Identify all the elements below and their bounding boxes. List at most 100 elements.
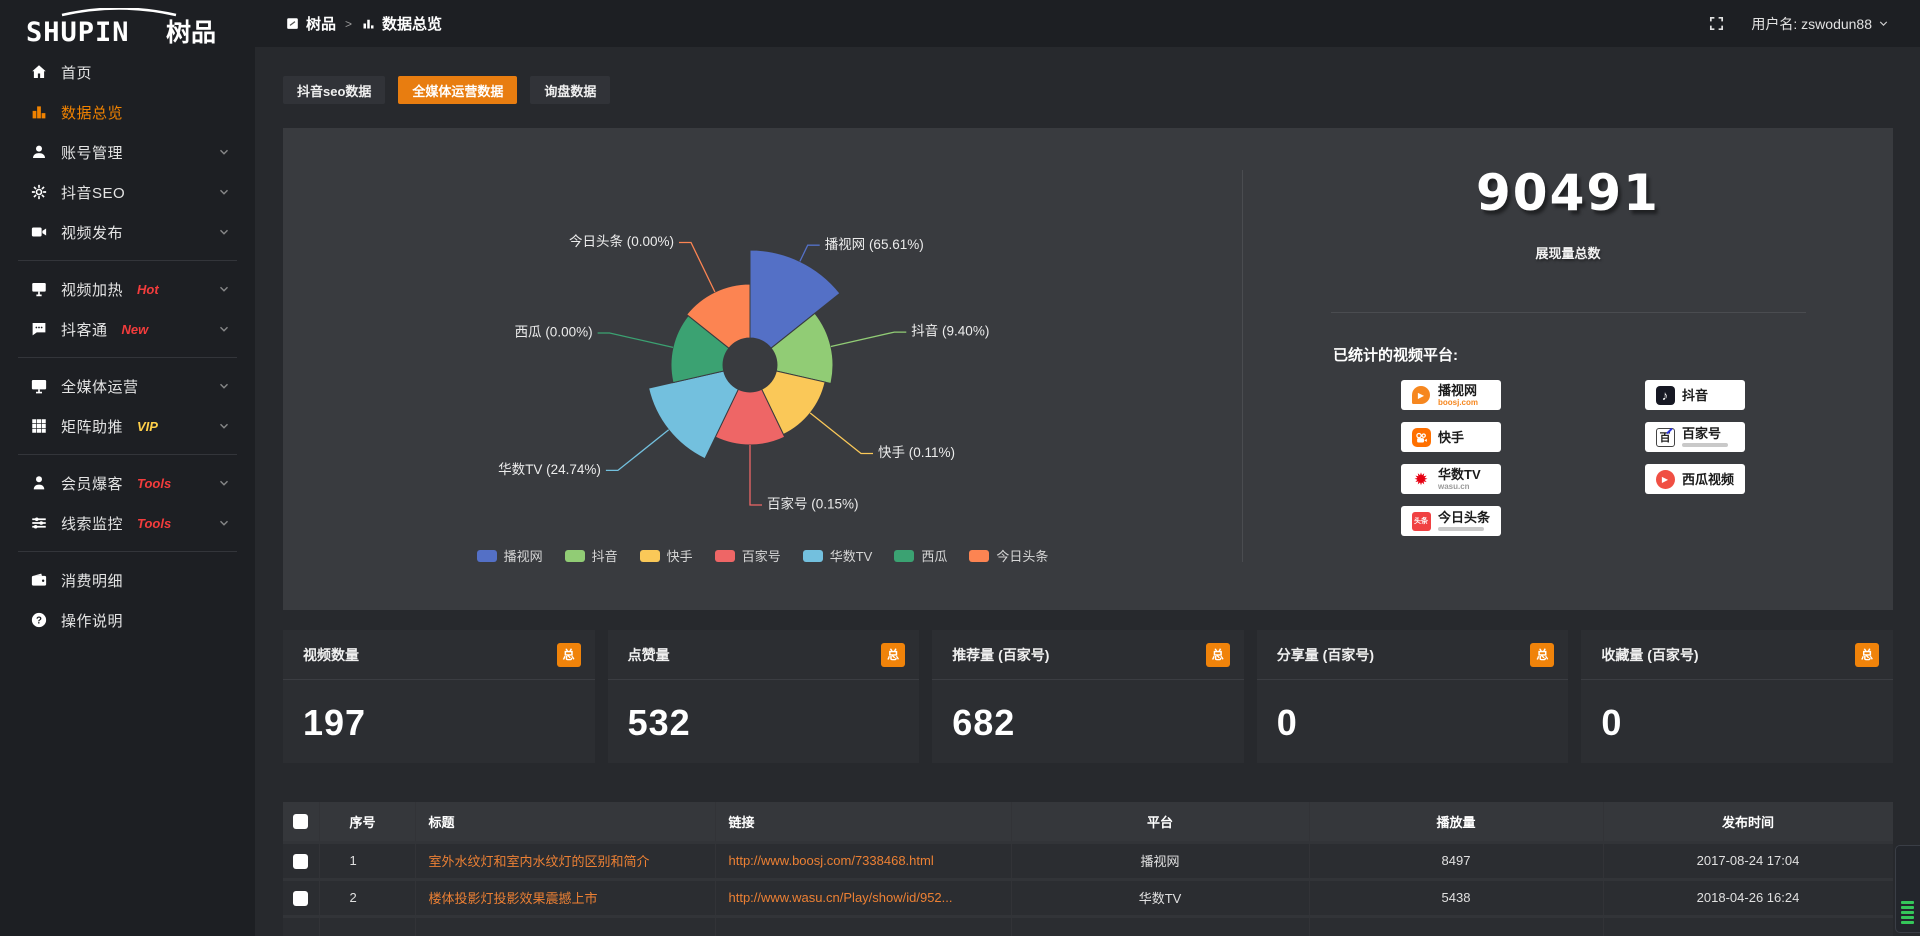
- pie-label-line: [679, 241, 716, 293]
- app-logo[interactable]: SHUPIN 树品: [0, 0, 255, 46]
- user-menu[interactable]: 用户名: zswodun88: [1751, 14, 1890, 34]
- chevron-down-icon: [217, 516, 231, 530]
- tv-icon: [30, 280, 48, 298]
- legend-swatch: [476, 549, 497, 562]
- platform-name: 快手: [1438, 429, 1465, 445]
- video-table-wrap: 序号 标题 链接 平台 播放量 发布时间 1 室外水纹灯和室内水纹灯的区别和简介 http…: [283, 802, 1893, 936]
- platform-name: 百家号: [1682, 426, 1722, 441]
- stat-card-value: 532: [627, 702, 691, 743]
- cell-published: 2017-08-24 17:04: [1603, 840, 1893, 879]
- stat-card-value: 0: [1276, 702, 1298, 743]
- horizontal-divider: [1331, 312, 1806, 313]
- platform-badge-douyin: ♪ 抖音: [1645, 380, 1745, 410]
- pie-slice-6[interactable]: [670, 314, 730, 384]
- sidebar-item-label: 线索监控: [61, 515, 124, 533]
- toutiao-logo: 头条: [1411, 511, 1431, 531]
- total-impressions-value: 90491: [1476, 164, 1660, 222]
- video-title-link[interactable]: 楼体投影灯投影效果震撼上市: [428, 891, 598, 906]
- chevron-down-icon: [1879, 21, 1888, 26]
- video-url-link[interactable]: http://www.boosj.com/7338468.html: [728, 853, 934, 868]
- stat-card-3: 推荐量 (百家号) 总 682: [932, 630, 1244, 763]
- legend-item-3[interactable]: 快手: [639, 546, 693, 565]
- wallet-icon: [30, 571, 48, 589]
- floating-widget[interactable]: [1895, 845, 1920, 933]
- legend-swatch: [894, 549, 915, 562]
- cell-plays: 5438: [1309, 877, 1604, 916]
- sidebar-item-3[interactable]: 账号管理: [0, 132, 255, 172]
- pie-slice-7[interactable]: [685, 283, 751, 349]
- sidebar-item-9[interactable]: 矩阵助推 VIP: [0, 406, 255, 446]
- legend-label: 抖音: [591, 549, 618, 564]
- legend-item-6[interactable]: 西瓜: [894, 546, 947, 565]
- sidebar-item-label: 首页: [61, 64, 93, 82]
- row-checkbox[interactable]: [293, 890, 309, 906]
- menu-badge: Hot: [137, 281, 159, 297]
- chevron-down-icon: [217, 379, 231, 393]
- menu-badge: Tools: [137, 515, 172, 531]
- overview-panel: 播视网 (65.61%) 抖音 (9.40%) 快手 (0.11%) 百家号 (0.1…: [283, 128, 1893, 610]
- total-badge: 总: [1530, 642, 1555, 667]
- legend-item-1[interactable]: 播视网: [476, 546, 543, 565]
- sidebar-item-11[interactable]: 线索监控 Tools: [0, 503, 255, 543]
- legend-item-7[interactable]: 今日头条: [969, 546, 1048, 565]
- pie-label-line: [605, 429, 670, 472]
- platform-name: 播视网: [1438, 382, 1478, 398]
- legend-item-5[interactable]: 华数TV: [802, 546, 872, 565]
- legend-item-2[interactable]: 抖音: [564, 546, 618, 565]
- fullscreen-icon[interactable]: [1708, 15, 1725, 32]
- platform-subtext: wasu.cn: [1438, 481, 1470, 491]
- pie-label: 华数TV (24.74%): [498, 462, 601, 477]
- platform-badge-kuaishou: 快手: [1401, 422, 1501, 452]
- video-title-link[interactable]: 室外水纹灯和室内水纹灯的区别和简介: [428, 854, 650, 869]
- monitor-icon: [30, 377, 48, 395]
- breadcrumb-item[interactable]: 数据总览: [361, 13, 442, 34]
- sidebar-item-13[interactable]: ? 操作说明: [0, 600, 255, 640]
- platform-badge-xigua: ▶ 西瓜视频: [1645, 464, 1745, 494]
- pie-slice-5[interactable]: [648, 370, 739, 460]
- sidebar-item-8[interactable]: 全媒体运营: [0, 366, 255, 406]
- platform-badge-toutiao: 头条 今日头条: [1401, 506, 1501, 536]
- stat-card-header: 点赞量 总: [607, 630, 920, 680]
- sidebar-item-label: 账号管理: [61, 144, 124, 162]
- sidebar-item-label: 操作说明: [61, 612, 124, 630]
- platform-name: 华数TV: [1438, 466, 1481, 482]
- menu-badge: VIP: [137, 418, 158, 434]
- sidebar-item-12[interactable]: 消费明细: [0, 560, 255, 600]
- breadcrumb-label: 数据总览: [382, 16, 443, 33]
- legend-item-4[interactable]: 百家号: [714, 546, 781, 565]
- stat-card-header: 分享量 (百家号) 总: [1256, 630, 1569, 680]
- breadcrumb-item[interactable]: 树品: [285, 13, 336, 34]
- sidebar-menu: 首页数据总览账号管理抖音SEO 视频发布视频加热 Hot 抖客通 New 全媒体运营矩阵助…: [0, 52, 255, 640]
- tab-3[interactable]: 询盘数据: [530, 76, 611, 104]
- question-icon: ?: [30, 611, 48, 629]
- sidebar-item-4[interactable]: 抖音SEO: [0, 172, 255, 212]
- menu-divider: [18, 260, 237, 261]
- sidebar-item-5[interactable]: 视频发布: [0, 212, 255, 252]
- pie-slice-3[interactable]: [761, 370, 826, 436]
- sidebar-item-10[interactable]: 会员爆客 Tools: [0, 463, 255, 503]
- video-icon: [30, 223, 48, 241]
- select-all-checkbox[interactable]: [293, 814, 309, 830]
- cell-plays: 8497: [1309, 840, 1604, 879]
- sidebar-item-2[interactable]: 数据总览: [0, 92, 255, 132]
- column-header-1: 序号: [319, 802, 416, 842]
- platform-badge-baijiahao: 百百家号: [1645, 422, 1745, 452]
- video-url-link[interactable]: http://www.wasu.cn/Play/show/id/952...: [728, 890, 953, 905]
- platforms-label: 已统计的视频平台:: [1333, 347, 1458, 364]
- vertical-divider: [1242, 170, 1243, 562]
- stat-card-value: 0: [1601, 702, 1623, 743]
- row-checkbox[interactable]: [293, 853, 309, 869]
- pie-slice-4[interactable]: [714, 388, 786, 446]
- sidebar-item-1[interactable]: 首页: [0, 52, 255, 92]
- sidebar-item-6[interactable]: 视频加热 Hot: [0, 269, 255, 309]
- sidebar-item-label: 视频发布: [61, 224, 124, 242]
- sidebar-item-7[interactable]: 抖客通 New: [0, 309, 255, 349]
- pie-slice-2[interactable]: [770, 312, 834, 385]
- column-header-5: 播放量: [1309, 802, 1604, 842]
- tab-1[interactable]: 抖音seo数据: [283, 76, 386, 104]
- sidebar-item-label: 全媒体运营: [61, 378, 139, 396]
- pie-slice-1[interactable]: [749, 249, 841, 349]
- tab-2[interactable]: 全媒体运营数据: [398, 76, 518, 104]
- platform-badge-boosj: ▶ 播视网 boosj.com: [1401, 380, 1501, 410]
